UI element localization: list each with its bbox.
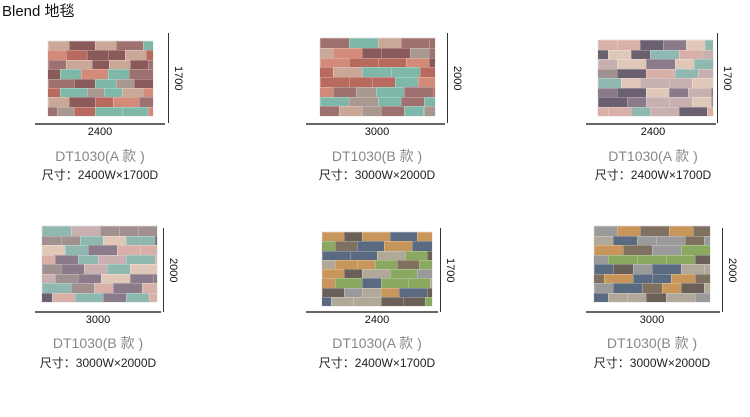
rug-tile <box>423 106 435 116</box>
rug-tile <box>339 106 364 116</box>
rug-tile <box>126 292 151 302</box>
width-dimension-line <box>586 123 716 125</box>
product-size: 尺寸：3000W×2000D <box>39 356 157 370</box>
product-size: 尺寸：2400W×1700D <box>594 168 712 182</box>
depth-dimension-line <box>717 33 718 123</box>
width-dimension-line <box>586 311 720 313</box>
depth-label: 1700 <box>444 258 456 283</box>
rug-image[interactable] <box>48 41 153 116</box>
page-title: Blend 地毯 <box>2 3 75 20</box>
rug-tile <box>402 296 426 306</box>
depth-label: 1700 <box>172 66 184 91</box>
product-size: 尺寸：3000W×2000D <box>318 168 436 182</box>
rug-image[interactable] <box>320 38 435 116</box>
rug-image[interactable] <box>322 232 432 306</box>
rug-tile <box>353 296 382 306</box>
rug-image[interactable] <box>598 40 713 116</box>
rug-tile <box>331 296 355 306</box>
width-label: 3000 <box>364 126 390 138</box>
product-name[interactable]: DT1030(A 款 ) <box>332 335 422 351</box>
width-label: 3000 <box>639 314 665 326</box>
width-dimension-line <box>306 311 438 313</box>
product-name[interactable]: DT1030(B 款 ) <box>606 335 698 351</box>
product-name[interactable]: DT1030(B 款 ) <box>331 148 423 164</box>
depth-label: 2000 <box>726 258 738 283</box>
width-dimension-line <box>306 123 445 125</box>
rug-tile <box>678 106 709 116</box>
rug-tile <box>649 106 680 116</box>
rug-image[interactable] <box>594 226 710 302</box>
rug-tile <box>149 292 157 302</box>
rug-tile <box>147 106 153 116</box>
rug-tile <box>320 106 341 116</box>
width-label: 2400 <box>364 314 390 326</box>
rug-tile <box>103 292 128 302</box>
rug-tile <box>707 106 713 116</box>
rug-tile <box>51 292 76 302</box>
width-label: 2400 <box>87 126 113 138</box>
depth-dimension-line <box>722 228 723 312</box>
depth-dimension-line <box>440 228 441 312</box>
rug-tile <box>56 106 76 116</box>
rug-tile <box>362 106 383 116</box>
depth-label: 1700 <box>721 66 733 91</box>
rug-tile <box>594 292 609 302</box>
rug-tile <box>626 292 648 302</box>
product-name[interactable]: DT1030(A 款 ) <box>55 148 145 164</box>
depth-label: 2000 <box>167 258 179 283</box>
product-name[interactable]: DT1030(A 款 ) <box>608 148 698 164</box>
rug-tile <box>694 292 710 302</box>
rug-tile <box>630 106 651 116</box>
rug-tile <box>380 296 404 306</box>
product-size: 尺寸：2400W×1700D <box>41 168 159 182</box>
rug-tile <box>74 292 105 302</box>
width-label: 2400 <box>640 126 666 138</box>
rug-tile <box>404 106 425 116</box>
rug-tile <box>121 106 149 116</box>
width-dimension-line <box>35 123 165 125</box>
rug-tile <box>381 106 406 116</box>
rug-tile <box>95 106 123 116</box>
rug-tile <box>607 292 628 302</box>
depth-label: 2000 <box>451 66 463 91</box>
product-name[interactable]: DT1030(B 款 ) <box>52 335 144 351</box>
depth-dimension-line <box>447 33 448 123</box>
rug-tile <box>74 106 97 116</box>
rug-tile <box>607 106 632 116</box>
depth-dimension-line <box>163 228 164 312</box>
product-size: 尺寸：3000W×2000D <box>593 356 711 370</box>
width-label: 3000 <box>85 314 111 326</box>
depth-dimension-line <box>168 33 169 123</box>
rug-image[interactable] <box>42 226 157 302</box>
rug-tile <box>424 296 432 306</box>
rug-tile <box>665 292 696 302</box>
width-dimension-line <box>35 311 161 313</box>
rug-tile <box>646 292 667 302</box>
product-size: 尺寸：2400W×1700D <box>318 356 436 370</box>
